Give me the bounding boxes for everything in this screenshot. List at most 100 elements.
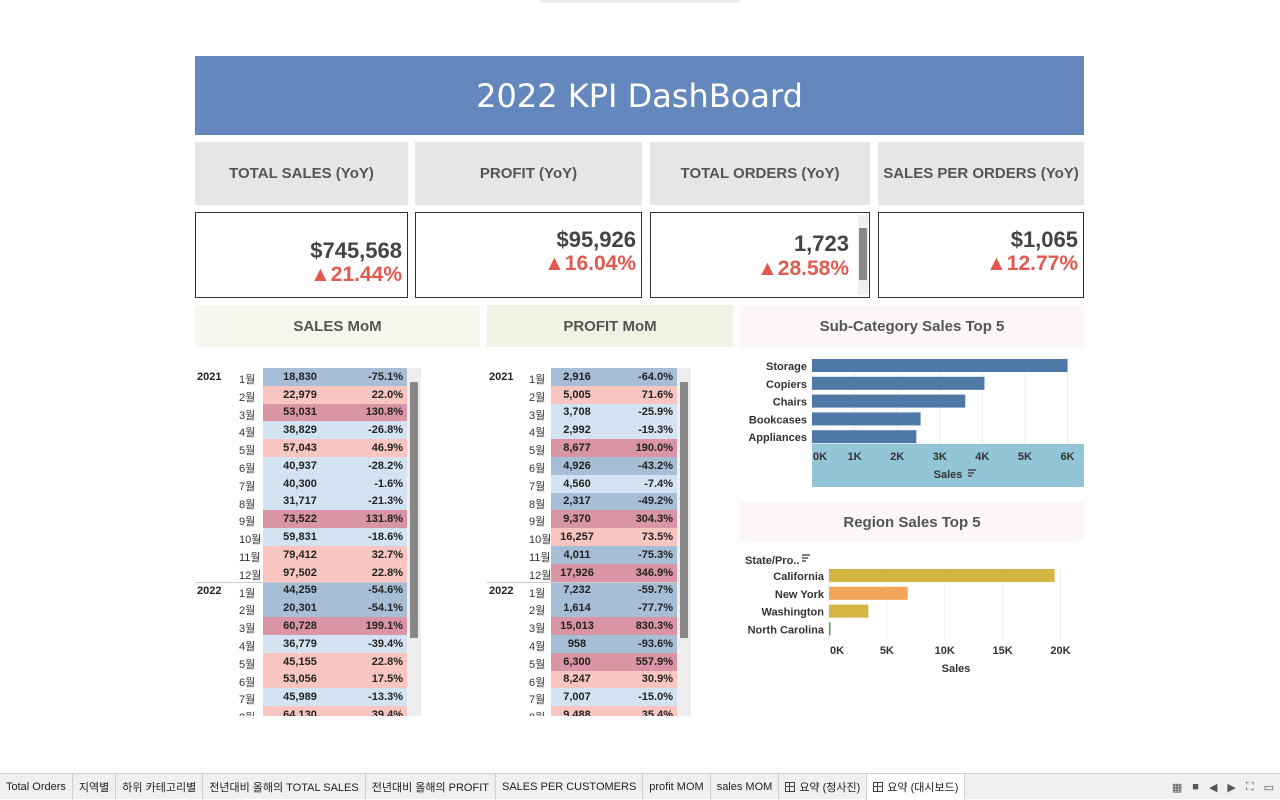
pct-cell: 46.9%: [337, 439, 407, 457]
value-cell: 17,926: [551, 563, 603, 582]
dashboard-title: 2022 KPI DashBoard: [195, 56, 1084, 135]
month-cell: 6월: [239, 463, 256, 475]
sheet-sorter-icon[interactable]: ▦: [1171, 781, 1183, 794]
pct-cell: -49.2%: [603, 492, 677, 511]
table-row: 5월 8,677 190.0%: [487, 439, 677, 457]
tick-label: 4K: [975, 451, 989, 463]
month-cell: 4월: [529, 641, 546, 653]
sheet-tab[interactable]: 전년대비 올해의 PROFIT: [366, 773, 496, 800]
value-cell: 16,257: [551, 528, 603, 546]
profit-mom-scrollbar-thumb[interactable]: [680, 382, 688, 638]
bar: [812, 376, 985, 390]
sheet-tab-label: 요약 (대시보드): [887, 781, 959, 794]
month-cell: 1월: [239, 587, 256, 600]
sales-mom-table: 2021 1월 18,830 -75.1% 2월 22,979 22.0% 3월 53,031 1…: [195, 368, 407, 716]
table-row: 2021 1월 2,916 -64.0%: [487, 368, 677, 386]
sheet-tab[interactable]: 요약 (대시보드): [867, 773, 966, 800]
table-row: 8월 31,717 -21.3%: [195, 492, 407, 511]
category-label: North Carolina: [748, 624, 825, 636]
value-cell: 45,155: [263, 652, 337, 671]
section-head-region: Region Sales Top 5: [740, 502, 1084, 542]
month-cell: 8월: [239, 709, 255, 716]
month-cell: 12월: [529, 569, 552, 582]
tick-label: 0K: [813, 451, 827, 463]
tick-label: 3K: [933, 451, 947, 463]
kpi-change: ▲28.58%: [756, 257, 849, 280]
kpi-head-sales-per-orders: SALES PER ORDERS (YoY): [878, 142, 1084, 205]
value-cell: 53,056: [263, 670, 337, 689]
kpi-head-total-sales: TOTAL SALES (YoY): [195, 142, 408, 205]
category-label: Washington: [761, 607, 824, 619]
presentation-icon[interactable]: ▭: [1263, 781, 1274, 794]
pct-cell: -28.2%: [337, 457, 407, 475]
month-cell: 4월: [239, 427, 256, 440]
table-row: 7월 4,560 -7.4%: [487, 474, 677, 493]
value-cell: 18,830: [263, 368, 337, 386]
value-cell: 59,831: [263, 528, 337, 546]
kpi-scrollbar-thumb[interactable]: [859, 228, 867, 280]
tick-label: 6K: [1060, 451, 1074, 463]
table-row: 3월 60,728 199.1%: [195, 617, 407, 635]
pct-cell: 17.5%: [337, 670, 407, 689]
table-row: 5월 6,300 557.9%: [487, 652, 677, 671]
table-row: 7월 45,989 -13.3%: [195, 688, 407, 706]
section-head-profit-mom: PROFIT MoM: [487, 305, 733, 347]
region-sales-chart: State/Pro.. California New York Washington N…: [745, 554, 1071, 675]
value-cell: 2,916: [551, 368, 603, 386]
pct-cell: -1.6%: [337, 474, 407, 493]
value-cell: 4,560: [551, 474, 603, 493]
pct-cell: -77.7%: [603, 599, 677, 618]
value-cell: 36,779: [263, 635, 337, 653]
value-cell: 9,370: [551, 510, 603, 529]
next-sheet-icon[interactable]: ▶: [1227, 781, 1236, 794]
bar: [829, 569, 1055, 582]
table-row: 12월 17,926 346.9%: [487, 563, 677, 582]
sort-icon: [802, 554, 810, 562]
value-cell: 57,043: [263, 439, 337, 457]
pct-cell: 22.8%: [337, 652, 407, 671]
table-row: 10월 59,831 -18.6%: [195, 528, 407, 546]
tick-label: 10K: [935, 645, 955, 657]
month-cell: 2월: [529, 391, 546, 404]
category-label: Bookcases: [749, 414, 807, 426]
kpi-card-sales-per-orders: $1,065 ▲12.77%: [878, 212, 1084, 298]
month-cell: 11월: [239, 552, 261, 564]
sales-mom-scrollbar-thumb[interactable]: [410, 382, 418, 638]
table-row: 5월 45,155 22.8%: [195, 652, 407, 671]
sheet-tab[interactable]: 하위 카테고리별: [116, 773, 204, 800]
sheet-tab[interactable]: sales MOM: [711, 773, 780, 800]
prev-sheet-icon[interactable]: ◀: [1208, 781, 1218, 794]
month-cell: 2월: [239, 391, 256, 404]
sheet-tab[interactable]: 지역별: [73, 773, 117, 800]
table-row: 5월 57,043 46.9%: [195, 439, 407, 457]
table-row: 6월 4,926 -43.2%: [487, 457, 677, 475]
month-cell: 5월: [529, 445, 546, 458]
sheet-tab[interactable]: Total Orders: [0, 773, 73, 800]
value-cell: 9,488: [551, 706, 603, 716]
sheet-tab[interactable]: 요약 (청사진): [779, 773, 868, 800]
table-row: 3월 3,708 -25.9%: [487, 403, 677, 422]
kpi-change: ▲21.44%: [309, 263, 402, 286]
year-cell: 2022: [197, 584, 222, 597]
pct-cell: -75.1%: [337, 368, 407, 386]
sheet-tab[interactable]: SALES PER CUSTOMERS: [496, 773, 644, 800]
bar: [812, 394, 966, 408]
month-cell: 6월: [239, 676, 256, 689]
month-cell: 5월: [239, 658, 256, 671]
month-cell: 8월: [529, 498, 546, 511]
fullscreen-icon[interactable]: ⛶: [1245, 780, 1254, 793]
value-cell: 97,502: [263, 563, 337, 582]
tick-label: 5K: [880, 645, 894, 657]
table-row: 4월 958 -93.6%: [487, 635, 677, 653]
month-cell: 7월: [529, 694, 546, 707]
table-row: 6월 40,937 -28.2%: [195, 457, 407, 475]
sheet-tab-label: 하위 카테고리별: [122, 781, 197, 794]
pct-cell: -93.6%: [603, 635, 677, 653]
filmstrip-icon[interactable]: ■: [1192, 781, 1199, 793]
month-cell: 3월: [239, 623, 256, 636]
table-row: 2월 22,979 22.0%: [195, 385, 407, 404]
sheet-tab[interactable]: profit MOM: [643, 773, 711, 800]
pct-cell: 32.7%: [337, 546, 407, 564]
table-row: 7월 40,300 -1.6%: [195, 474, 407, 493]
sheet-tab[interactable]: 전년대비 올해의 TOTAL SALES: [203, 773, 366, 800]
